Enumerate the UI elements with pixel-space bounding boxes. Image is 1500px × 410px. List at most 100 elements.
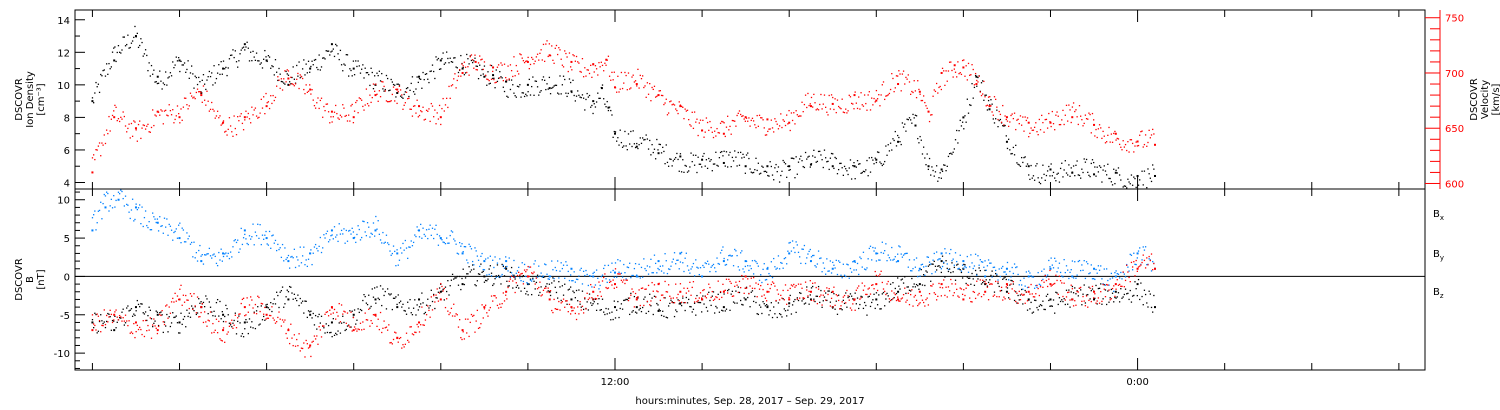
data-point-by xyxy=(653,254,656,256)
data-point-by xyxy=(974,253,977,255)
data-point-bz xyxy=(705,297,708,299)
data-point-density xyxy=(545,88,547,91)
data-point-density xyxy=(448,62,450,64)
data-point-density xyxy=(710,158,712,161)
data-point-bx xyxy=(93,327,95,329)
data-point-bz xyxy=(225,321,227,323)
data-point-bz xyxy=(823,290,826,292)
data-point-velocity xyxy=(749,125,751,127)
data-point-density xyxy=(842,174,845,176)
data-point-by xyxy=(301,255,304,257)
data-point-by xyxy=(986,265,989,267)
data-point-by xyxy=(369,236,371,238)
data-point-bz xyxy=(420,324,422,326)
data-point-density xyxy=(657,149,659,151)
data-point-bx xyxy=(227,314,229,316)
data-point-bx xyxy=(174,316,176,318)
data-point-density xyxy=(951,153,953,155)
data-point-bz xyxy=(1049,269,1051,272)
data-point-bx xyxy=(114,315,116,318)
data-point-velocity xyxy=(1041,114,1043,117)
data-point-bz xyxy=(631,288,633,290)
data-point-density xyxy=(327,50,330,52)
data-point-velocity xyxy=(471,59,474,61)
data-point-bx xyxy=(984,283,987,286)
data-point-density xyxy=(203,83,206,85)
data-point-bz xyxy=(286,337,288,339)
data-point-density xyxy=(701,158,704,161)
data-point-density xyxy=(505,80,507,83)
data-point-density xyxy=(1105,174,1108,176)
data-point-by xyxy=(290,256,292,258)
data-point-bx xyxy=(396,306,399,309)
data-point-by xyxy=(959,254,961,256)
data-point-density xyxy=(91,97,94,99)
data-point-velocity xyxy=(538,59,540,61)
data-point-bz xyxy=(475,320,477,322)
data-point-density xyxy=(712,163,715,165)
data-point-by xyxy=(987,259,990,261)
data-point-by xyxy=(1052,267,1055,269)
data-point-bz xyxy=(566,300,568,302)
data-point-velocity xyxy=(954,71,957,73)
data-point-by xyxy=(665,260,667,262)
data-point-velocity xyxy=(408,97,410,99)
data-point-density xyxy=(1090,162,1092,165)
data-point-bz xyxy=(487,315,489,317)
legend-bz: Bz xyxy=(1433,287,1444,300)
data-point-velocity xyxy=(284,70,286,72)
data-point-velocity xyxy=(741,115,743,118)
data-point-density xyxy=(362,64,364,66)
data-point-velocity xyxy=(892,77,894,80)
data-point-by xyxy=(425,229,428,231)
data-point-density xyxy=(558,93,560,95)
data-point-bx xyxy=(954,279,957,281)
data-point-density xyxy=(686,171,689,173)
data-point-by xyxy=(261,234,264,236)
data-point-velocity xyxy=(810,96,813,99)
data-point-velocity xyxy=(1135,141,1137,143)
data-point-bz xyxy=(730,282,732,285)
data-point-bz xyxy=(560,302,562,304)
data-point-bx xyxy=(1037,309,1039,311)
data-point-bx xyxy=(1104,289,1107,291)
data-point-density xyxy=(914,124,917,127)
data-point-bx xyxy=(483,281,486,283)
data-point-bz xyxy=(1113,285,1115,287)
data-point-bz xyxy=(908,303,911,306)
data-point-density xyxy=(902,126,905,128)
data-point-bz xyxy=(114,311,116,313)
data-point-bz xyxy=(769,287,771,290)
data-point-density xyxy=(345,54,347,56)
data-point-by xyxy=(635,275,638,278)
data-point-bz xyxy=(951,283,953,285)
data-point-velocity xyxy=(593,71,595,73)
data-point-by xyxy=(520,279,522,282)
data-point-bx xyxy=(553,280,555,282)
data-point-density xyxy=(291,76,293,79)
data-point-bz xyxy=(678,299,680,302)
data-point-density xyxy=(614,132,616,135)
data-point-by xyxy=(1031,276,1033,278)
data-point-density xyxy=(786,176,788,178)
data-point-bx xyxy=(154,320,156,322)
data-point-density xyxy=(455,66,457,68)
data-point-density xyxy=(253,56,255,58)
data-point-bz xyxy=(608,281,611,284)
data-point-velocity xyxy=(634,80,637,82)
data-point-bz xyxy=(481,304,483,306)
data-point-bx xyxy=(199,302,201,304)
data-point-bx xyxy=(997,282,999,285)
data-point-velocity xyxy=(154,114,156,116)
data-point-velocity xyxy=(515,64,517,67)
data-point-bz xyxy=(421,306,423,308)
data-point-bz xyxy=(657,291,659,293)
data-point-bz xyxy=(1096,300,1098,302)
data-point-bz xyxy=(355,328,357,330)
data-point-density xyxy=(1076,160,1078,162)
data-point-bx xyxy=(938,265,940,267)
data-point-velocity xyxy=(727,115,729,117)
data-point-bx xyxy=(766,306,769,309)
data-point-density xyxy=(1094,166,1096,168)
data-point-bz xyxy=(957,295,959,297)
